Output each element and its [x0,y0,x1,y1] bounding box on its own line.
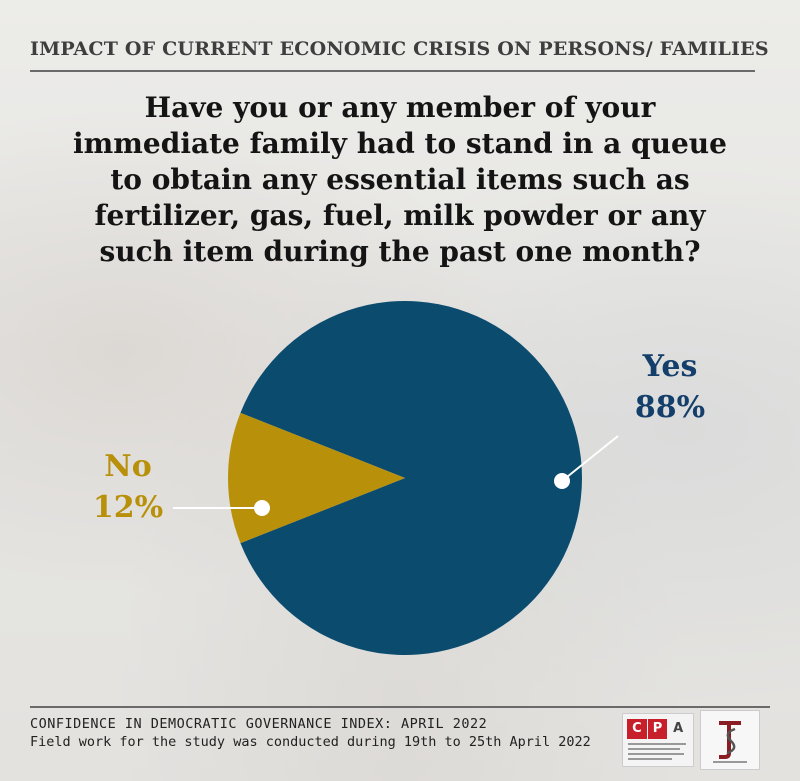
footer-index-title: CONFIDENCE IN DEMOCRATIC GOVERNANCE INDE… [30,716,488,732]
footer-fieldwork-note: Field work for the study was conducted d… [30,734,591,750]
cpa-logo-letter-c: C [627,719,647,739]
leader-line-yes [561,435,619,482]
question-line-2: immediate family had to stand in a queue [73,127,727,160]
pie-label-no: No [104,449,151,484]
pie-label-yes: Yes [642,349,698,384]
title-divider [30,70,755,72]
ssa-logo-mark [713,721,747,763]
question-text: Have you or any member of your immediate… [60,90,740,270]
question-line-1: Have you or any member of your [144,91,656,124]
pie-slice-yes [240,301,582,655]
cpa-logo: C P A [622,713,694,767]
page-title: IMPACT OF CURRENT ECONOMIC CRISIS ON PER… [30,38,769,60]
leader-dot-no [254,500,270,516]
pie-value-yes: 88% [635,390,705,425]
footer-divider [30,706,770,708]
cpa-logo-tagline [628,743,688,760]
question-line-4: fertilizer, gas, fuel, milk powder or an… [94,199,706,232]
pie-value-no: 12% [93,490,163,525]
leader-dot-yes [554,473,570,489]
question-line-3: to obtain any essential items such as [110,163,690,196]
cpa-logo-letter-a: A [668,719,689,739]
pie-slice-no [227,412,405,544]
question-line-5: such item during the past one month? [99,235,701,268]
social-scientists-logo [700,710,760,770]
cpa-logo-letter-p: P [647,719,668,739]
